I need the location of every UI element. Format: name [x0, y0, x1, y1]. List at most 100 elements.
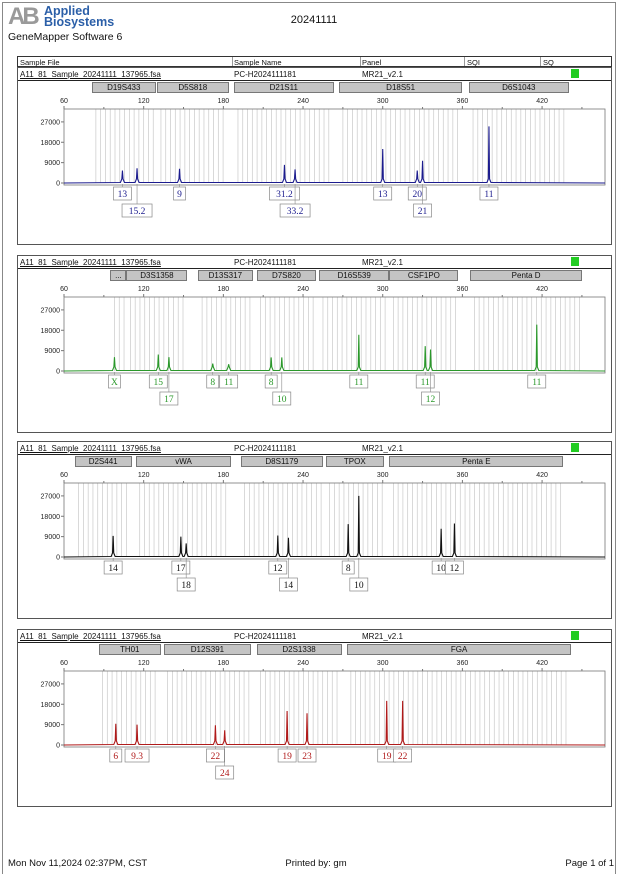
- panel-name: MR21_v2.1: [362, 257, 403, 267]
- y-tick-label: 0: [56, 369, 60, 376]
- marker-d13s317[interactable]: D13S317: [198, 270, 253, 281]
- y-tick-label: 9000: [44, 722, 60, 729]
- marker-d8s1179[interactable]: D8S1179: [240, 456, 323, 467]
- col-panel: Panel: [362, 58, 382, 67]
- x-tick-label: 180: [218, 660, 230, 667]
- sample-info-row[interactable]: A11_81_Sample_20241111_137965.fsa PC-H202…: [18, 68, 611, 81]
- electropherogram-plot: 60 120 180 240 300 360 4200900018000270001315.…: [41, 98, 606, 218]
- panel-name: MR21_v2.1: [362, 443, 403, 453]
- allele-call-box: [349, 577, 369, 592]
- marker-d12s391[interactable]: D12S391: [163, 644, 252, 655]
- marker-penta-e[interactable]: Penta E: [389, 456, 564, 467]
- marker-vwa[interactable]: vWA: [135, 456, 232, 467]
- sample-info-row[interactable]: A11_81_Sample_20241111_137965.fsa PC-H202…: [18, 630, 611, 643]
- sample-info-row[interactable]: A11_81_Sample_20241111_137965.fsa PC-H202…: [18, 442, 611, 455]
- marker-d2s1338[interactable]: D2S1338: [256, 644, 342, 655]
- allele-call-label: 11: [532, 378, 541, 388]
- col-sample-file: Sample File: [20, 58, 60, 67]
- marker-penta-d[interactable]: Penta D: [470, 270, 582, 281]
- allele-call-label: 12: [450, 564, 460, 574]
- y-tick-label: 18000: [41, 140, 61, 147]
- report-title: 20241111: [290, 14, 338, 26]
- marker-d3s1358[interactable]: D3S1358: [126, 270, 188, 281]
- x-tick-label: 240: [297, 472, 309, 479]
- marker-tpox[interactable]: TPOX: [325, 456, 385, 467]
- allele-call-box: [219, 374, 239, 389]
- signal-trace: [63, 495, 606, 558]
- allele-call-box: [297, 748, 317, 763]
- allele-call-box: [279, 577, 298, 592]
- y-tick-label: 0: [56, 743, 60, 750]
- column-divider: [540, 57, 541, 66]
- x-tick-label: 420: [536, 472, 548, 479]
- marker-csf1po[interactable]: CSF1PO: [389, 270, 459, 281]
- x-tick-label: 300: [377, 472, 389, 479]
- marker-d2s441[interactable]: D2S441: [74, 456, 132, 467]
- allele-call-label: 8: [210, 378, 215, 388]
- allele-call-label: 11: [224, 378, 233, 388]
- allele-call-box: [272, 391, 292, 406]
- marker-d19s433[interactable]: D19S433: [91, 82, 156, 93]
- sample-info-row[interactable]: A11_81_Sample_20241111_137965.fsa PC-H202…: [18, 256, 611, 269]
- sample-name: PC-H2024111181: [234, 69, 297, 79]
- signal-trace: [63, 700, 606, 746]
- column-divider: [232, 57, 233, 66]
- allele-call-label: 8: [346, 564, 351, 574]
- marker--[interactable]: ...: [110, 270, 127, 281]
- allele-call-box: [373, 186, 393, 201]
- allele-call-box: [108, 374, 121, 389]
- allele-call-label: 13: [118, 190, 128, 200]
- allele-call-label: X: [111, 378, 118, 388]
- y-tick-label: 27000: [41, 493, 61, 500]
- allele-call-label: 19: [382, 752, 392, 762]
- marker-d7s820[interactable]: D7S820: [256, 270, 317, 281]
- allele-call-box: [415, 374, 435, 389]
- panel-name: MR21_v2.1: [362, 631, 403, 641]
- allele-call-box: [269, 186, 300, 201]
- allele-call-label: 6: [113, 752, 118, 762]
- allele-call-box: [159, 391, 179, 406]
- marker-d21s11[interactable]: D21S11: [233, 82, 334, 93]
- x-tick-label: 300: [377, 286, 389, 293]
- sample-name: PC-H2024111181: [234, 631, 297, 641]
- sq-status-indicator: [571, 69, 579, 78]
- dye-panel: A11_81_Sample_20241111_137965.fsa PC-H202…: [17, 629, 612, 807]
- sample-file: A11_81_Sample_20241111_137965.fsa: [20, 443, 161, 453]
- allele-call-box: [341, 560, 355, 575]
- allele-call-label: 19: [282, 752, 292, 762]
- y-tick-label: 9000: [44, 160, 60, 167]
- marker-d16s539[interactable]: D16S539: [318, 270, 390, 281]
- x-tick-label: 240: [297, 286, 309, 293]
- allele-call-box: [277, 748, 297, 763]
- allele-call-label: 10: [436, 564, 446, 574]
- allele-call-box: [445, 560, 464, 575]
- x-tick-label: 60: [60, 98, 68, 105]
- sample-file: A11_81_Sample_20241111_137965.fsa: [20, 257, 161, 267]
- marker-d6s1043[interactable]: D6S1043: [469, 82, 569, 93]
- x-tick-label: 120: [138, 472, 150, 479]
- x-tick-label: 180: [218, 286, 230, 293]
- allele-call-label: 12: [426, 395, 436, 405]
- col-sqi: SQI: [467, 58, 480, 67]
- allele-call-box: [103, 560, 123, 575]
- marker-d18s51[interactable]: D18S51: [338, 82, 463, 93]
- y-tick-label: 27000: [41, 307, 61, 314]
- allele-call-label: 9.3: [131, 752, 143, 762]
- x-tick-label: 240: [297, 660, 309, 667]
- y-tick-label: 27000: [41, 681, 61, 688]
- x-tick-label: 360: [457, 98, 469, 105]
- x-tick-label: 300: [377, 660, 389, 667]
- allele-call-label: 10: [277, 395, 287, 405]
- electropherogram-plot: 60 120 180 240 300 360 420 0 9000 18000 27000 X 1517…: [41, 286, 606, 406]
- x-tick-label: 360: [457, 660, 469, 667]
- marker-th01[interactable]: TH01: [98, 644, 161, 655]
- allele-call-box: [173, 186, 186, 201]
- allele-call-box: [407, 186, 427, 201]
- sq-status-indicator: [571, 257, 579, 266]
- marker-d5s818[interactable]: D5S818: [156, 82, 229, 93]
- allele-call-box: [206, 374, 220, 389]
- marker-fga[interactable]: FGA: [346, 644, 572, 655]
- plot-frame: [63, 482, 606, 560]
- col-sq: SQ: [543, 58, 554, 67]
- signal-trace: [63, 324, 606, 372]
